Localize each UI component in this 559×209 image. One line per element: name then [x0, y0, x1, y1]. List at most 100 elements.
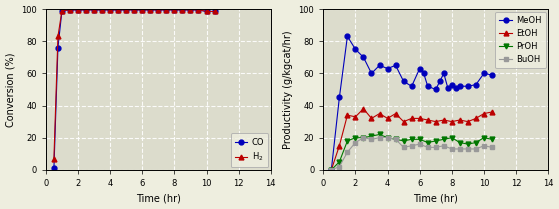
- CO: [187, 9, 194, 11]
- BuOH: [368, 138, 375, 141]
- H$_2$: [195, 9, 202, 11]
- BuOH: [457, 148, 463, 150]
- EtOH: [416, 117, 423, 120]
- Legend: MeOH, EtOH, PrOH, BuOH: MeOH, EtOH, PrOH, BuOH: [495, 11, 546, 68]
- H$_2$: [67, 9, 73, 11]
- PrOH: [481, 136, 487, 139]
- H$_2$: [50, 157, 57, 160]
- CO: [75, 9, 82, 11]
- PrOH: [416, 138, 423, 141]
- EtOH: [376, 112, 383, 115]
- MeOH: [328, 169, 335, 171]
- MeOH: [424, 85, 431, 88]
- MeOH: [420, 72, 427, 75]
- BuOH: [433, 146, 439, 149]
- BuOH: [376, 136, 383, 139]
- Y-axis label: Productivity (g/kgcat/hr): Productivity (g/kgcat/hr): [283, 30, 293, 149]
- BuOH: [472, 148, 479, 150]
- EtOH: [472, 117, 479, 120]
- MeOH: [368, 72, 375, 75]
- CO: [195, 9, 202, 11]
- EtOH: [336, 144, 343, 147]
- BuOH: [352, 141, 359, 144]
- PrOH: [344, 140, 350, 142]
- H$_2$: [211, 10, 218, 13]
- MeOH: [408, 85, 415, 88]
- H$_2$: [155, 9, 162, 11]
- EtOH: [328, 169, 335, 171]
- CO: [99, 9, 106, 11]
- H$_2$: [171, 9, 178, 11]
- BuOH: [489, 146, 495, 149]
- CO: [55, 46, 61, 49]
- Y-axis label: Conversion (%): Conversion (%): [6, 52, 16, 127]
- H$_2$: [99, 9, 106, 11]
- EtOH: [344, 114, 350, 116]
- MeOH: [376, 64, 383, 67]
- PrOH: [392, 138, 399, 141]
- MeOH: [452, 87, 459, 89]
- PrOH: [472, 141, 479, 144]
- EtOH: [392, 112, 399, 115]
- EtOH: [384, 117, 391, 120]
- EtOH: [481, 112, 487, 115]
- EtOH: [448, 120, 455, 123]
- H$_2$: [147, 9, 154, 11]
- MeOH: [437, 80, 443, 83]
- CO: [203, 10, 210, 13]
- PrOH: [400, 140, 407, 142]
- PrOH: [424, 141, 431, 144]
- PrOH: [336, 161, 343, 163]
- H$_2$: [91, 9, 97, 11]
- MeOH: [448, 83, 455, 86]
- PrOH: [328, 169, 335, 171]
- BuOH: [424, 146, 431, 149]
- BuOH: [328, 169, 335, 171]
- CO: [147, 9, 154, 11]
- MeOH: [336, 96, 343, 99]
- CO: [83, 9, 89, 11]
- CO: [179, 9, 186, 11]
- PrOH: [440, 138, 447, 141]
- EtOH: [360, 107, 367, 110]
- MeOH: [457, 85, 463, 88]
- PrOH: [352, 136, 359, 139]
- MeOH: [465, 85, 471, 88]
- CO: [155, 9, 162, 11]
- EtOH: [424, 119, 431, 121]
- EtOH: [433, 120, 439, 123]
- MeOH: [444, 87, 451, 89]
- MeOH: [481, 72, 487, 75]
- H$_2$: [59, 9, 65, 12]
- MeOH: [392, 64, 399, 67]
- H$_2$: [55, 35, 61, 38]
- CO: [163, 9, 170, 11]
- H$_2$: [131, 9, 138, 11]
- BuOH: [481, 144, 487, 147]
- CO: [50, 167, 57, 169]
- MeOH: [360, 56, 367, 59]
- Legend: CO, H$_2$: CO, H$_2$: [231, 133, 268, 167]
- Line: PrOH: PrOH: [329, 132, 494, 172]
- EtOH: [400, 120, 407, 123]
- H$_2$: [203, 10, 210, 13]
- EtOH: [352, 116, 359, 118]
- EtOH: [457, 119, 463, 121]
- H$_2$: [163, 9, 170, 11]
- BuOH: [392, 138, 399, 141]
- H$_2$: [187, 9, 194, 11]
- H$_2$: [83, 9, 89, 11]
- H$_2$: [139, 9, 146, 11]
- H$_2$: [179, 9, 186, 11]
- H$_2$: [107, 9, 113, 11]
- PrOH: [465, 143, 471, 145]
- X-axis label: Time (hr): Time (hr): [413, 194, 458, 203]
- EtOH: [408, 117, 415, 120]
- X-axis label: Time (hr): Time (hr): [136, 194, 181, 203]
- CO: [59, 9, 65, 12]
- EtOH: [368, 117, 375, 120]
- BuOH: [440, 144, 447, 147]
- MeOH: [433, 88, 439, 91]
- BuOH: [400, 146, 407, 149]
- PrOH: [408, 138, 415, 141]
